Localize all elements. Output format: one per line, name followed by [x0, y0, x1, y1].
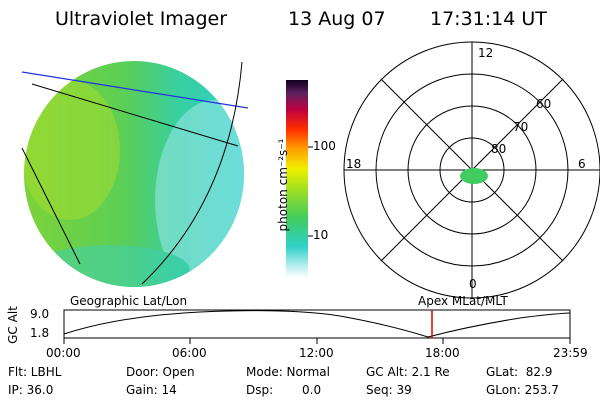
colorbar-tick-10: 10 — [313, 228, 329, 242]
mlt-6-label: 6 — [578, 157, 586, 171]
dsp-label: Dsp: — [246, 383, 274, 397]
orbit-xtick: 00:00 — [46, 346, 81, 360]
orbit-y-label: GC Alt — [6, 306, 20, 344]
geographic-label: Geographic Lat/Lon — [70, 294, 188, 308]
uv-earth-image — [24, 61, 244, 287]
dsp-value: 0.0 — [302, 383, 322, 397]
orbit-xtick: 12:00 — [299, 346, 334, 360]
colorbar-tick-100: 100 — [313, 139, 336, 153]
mode-info: Mode: Normal — [246, 365, 330, 379]
orbit-xtick: 18:00 — [425, 346, 460, 360]
gain-info: Gain: 14 — [126, 383, 177, 397]
orbit-ytick-top: 9.0 — [30, 307, 50, 321]
orbit-xtick: 23:59 — [553, 346, 588, 360]
colorbar-ticks — [308, 146, 313, 237]
door-info: Door: Open — [126, 365, 195, 379]
glon-info: GLon: 253.7 — [486, 383, 559, 397]
lat-80-label: 80 — [491, 142, 507, 156]
lat-70-label: 70 — [513, 120, 529, 134]
glat-info: GLat: 82.9 — [486, 365, 553, 379]
mlt-12-label: 12 — [478, 46, 494, 60]
orbit-plot — [63, 309, 571, 344]
orbit-ytick-bottom: 1.8 — [30, 326, 50, 340]
seq-info: Seq: 39 — [366, 383, 412, 397]
map-grid-lines — [21, 61, 249, 285]
gc-alt-info: GC Alt: 2.1 Re — [366, 365, 450, 379]
ip-info: IP: 36.0 — [8, 383, 54, 397]
mlt-18-label: 18 — [346, 157, 362, 171]
lat-60-label: 60 — [536, 97, 552, 111]
apex-label: Apex MLat/MLT — [418, 294, 508, 308]
date-label: 13 Aug 07 — [288, 8, 386, 30]
colorbar-unit-label: photon cm⁻²s⁻¹ — [276, 138, 290, 232]
instrument-title: Ultraviolet Imager — [55, 8, 228, 30]
filter-info: Flt: LBHL — [8, 365, 62, 379]
time-label: 17:31:14 UT — [430, 8, 547, 30]
orbit-xtick: 06:00 — [172, 346, 207, 360]
mlt-0-label: 0 — [469, 277, 477, 291]
colorbar — [286, 80, 308, 278]
auroral-emission-patch — [460, 168, 488, 184]
